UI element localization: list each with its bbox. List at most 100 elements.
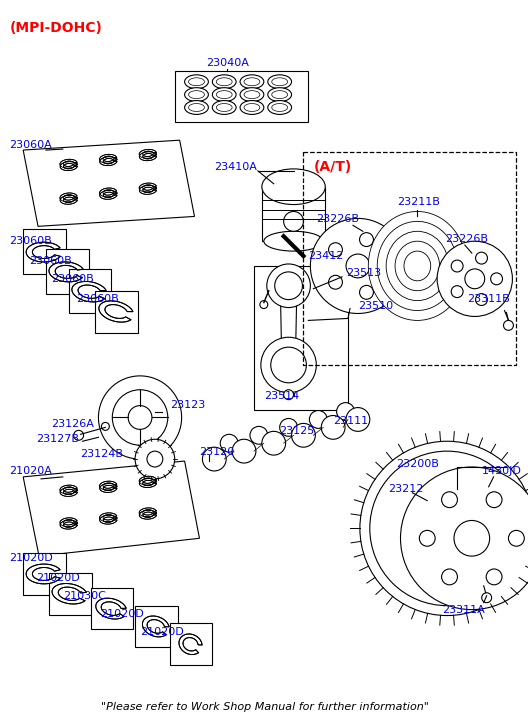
Circle shape <box>280 419 297 436</box>
Text: 23111: 23111 <box>333 417 368 427</box>
Bar <box>46 249 88 294</box>
Ellipse shape <box>262 169 325 204</box>
Ellipse shape <box>212 100 236 114</box>
Circle shape <box>220 434 238 452</box>
Polygon shape <box>52 584 86 604</box>
Circle shape <box>486 569 502 585</box>
Circle shape <box>437 241 512 316</box>
Text: 23412: 23412 <box>309 251 344 261</box>
Text: 23060B: 23060B <box>76 294 119 304</box>
Polygon shape <box>139 476 156 485</box>
Polygon shape <box>23 461 200 556</box>
Ellipse shape <box>244 91 260 99</box>
Bar <box>135 606 178 647</box>
Text: 23311B: 23311B <box>467 294 510 304</box>
Circle shape <box>329 276 343 289</box>
Ellipse shape <box>240 100 264 114</box>
Circle shape <box>275 272 303 300</box>
Text: 23126A: 23126A <box>51 419 94 430</box>
Polygon shape <box>139 152 156 161</box>
Circle shape <box>465 269 485 289</box>
Circle shape <box>128 406 152 430</box>
Text: 23513: 23513 <box>346 268 381 278</box>
Polygon shape <box>26 242 60 262</box>
Polygon shape <box>139 185 156 194</box>
Text: 23226B: 23226B <box>445 234 488 244</box>
Text: 21020D: 21020D <box>140 627 184 638</box>
Text: 21020D: 21020D <box>101 608 144 619</box>
Circle shape <box>261 337 317 393</box>
Circle shape <box>370 451 525 606</box>
Circle shape <box>74 430 84 441</box>
Polygon shape <box>139 478 156 488</box>
Polygon shape <box>60 159 77 168</box>
Circle shape <box>451 286 463 297</box>
Circle shape <box>260 300 268 308</box>
Text: (MPI-DOHC): (MPI-DOHC) <box>10 21 102 36</box>
Polygon shape <box>281 305 296 355</box>
Ellipse shape <box>217 91 232 99</box>
Ellipse shape <box>272 91 288 99</box>
Polygon shape <box>26 564 60 584</box>
Circle shape <box>250 427 268 444</box>
Ellipse shape <box>240 75 264 89</box>
Circle shape <box>337 403 354 420</box>
Text: 23125: 23125 <box>279 426 314 436</box>
Circle shape <box>419 531 435 546</box>
Ellipse shape <box>368 212 467 321</box>
Polygon shape <box>49 262 83 282</box>
Polygon shape <box>139 510 156 519</box>
Polygon shape <box>60 521 78 529</box>
Ellipse shape <box>268 75 292 89</box>
Ellipse shape <box>185 100 209 114</box>
Circle shape <box>205 455 213 463</box>
Polygon shape <box>99 515 117 524</box>
Ellipse shape <box>268 100 292 114</box>
Polygon shape <box>96 598 126 619</box>
Ellipse shape <box>240 88 264 102</box>
Circle shape <box>203 447 226 471</box>
Polygon shape <box>60 196 78 204</box>
Polygon shape <box>99 157 117 166</box>
Bar <box>49 573 92 614</box>
Bar <box>170 624 212 665</box>
Text: 23510: 23510 <box>358 300 393 310</box>
Circle shape <box>360 233 373 246</box>
Circle shape <box>486 491 502 507</box>
Circle shape <box>509 531 525 546</box>
Circle shape <box>284 212 303 231</box>
Polygon shape <box>23 140 195 226</box>
Ellipse shape <box>188 78 204 86</box>
Polygon shape <box>99 188 117 197</box>
Ellipse shape <box>272 78 288 86</box>
Ellipse shape <box>244 103 260 111</box>
Circle shape <box>98 376 181 459</box>
Circle shape <box>451 260 463 272</box>
Polygon shape <box>60 485 77 494</box>
Polygon shape <box>139 508 156 517</box>
Circle shape <box>232 439 256 463</box>
Text: 23311A: 23311A <box>442 605 485 614</box>
Circle shape <box>503 321 513 330</box>
Text: 23226B: 23226B <box>317 214 359 225</box>
Ellipse shape <box>272 103 288 111</box>
Text: 23060B: 23060B <box>10 236 52 246</box>
Bar <box>90 588 133 630</box>
Circle shape <box>346 408 370 431</box>
Ellipse shape <box>264 231 323 251</box>
Circle shape <box>491 273 503 285</box>
Polygon shape <box>99 190 117 199</box>
Circle shape <box>329 243 343 257</box>
Polygon shape <box>60 161 78 171</box>
Text: 23060B: 23060B <box>29 256 72 266</box>
Ellipse shape <box>185 75 209 89</box>
Circle shape <box>321 416 345 439</box>
Text: 23212: 23212 <box>388 483 423 494</box>
Circle shape <box>147 451 163 467</box>
Bar <box>23 553 66 595</box>
Ellipse shape <box>188 91 204 99</box>
Circle shape <box>112 390 168 445</box>
Circle shape <box>476 252 487 264</box>
Text: 23120: 23120 <box>200 447 235 457</box>
Text: 23060A: 23060A <box>10 140 52 150</box>
